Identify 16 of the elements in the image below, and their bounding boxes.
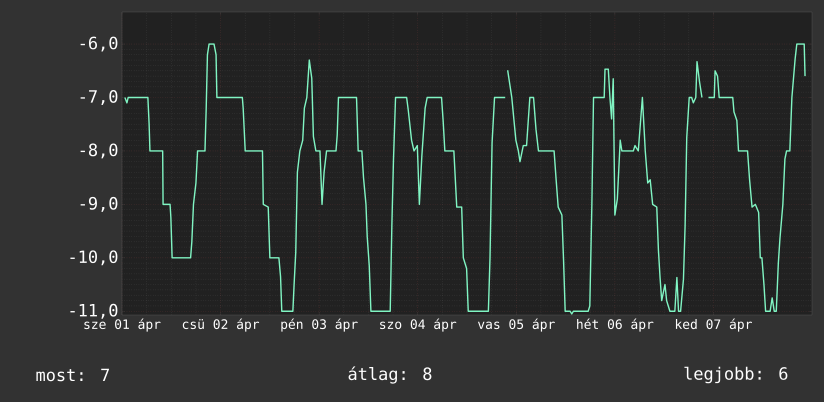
x-tick-label: ked 07 ápr: [676, 318, 752, 332]
text: átlag: 8: [348, 366, 432, 384]
text: legjobb: 6: [684, 366, 788, 384]
x-tick-label: szo 04 ápr: [380, 318, 456, 332]
x-tick-label: csü 02 ápr: [182, 318, 260, 332]
y-tick-label: -11,0: [70, 304, 118, 319]
x-tick-label: pén 03 ápr: [281, 318, 358, 332]
y-tick-label: -6,0: [80, 36, 118, 52]
x-tick-label: vas 05 ápr: [478, 318, 555, 332]
x-tick-label: sze 01 ápr: [84, 318, 160, 332]
y-tick-label: -8,0: [80, 143, 118, 158]
x-tick-label: hét 06 ápr: [577, 318, 654, 332]
y-tick-label: -9,0: [80, 196, 118, 212]
y-tick-label: -10,0: [70, 250, 118, 266]
y-tick-label: -7,0: [80, 90, 118, 105]
text: most: 7: [36, 368, 110, 382]
